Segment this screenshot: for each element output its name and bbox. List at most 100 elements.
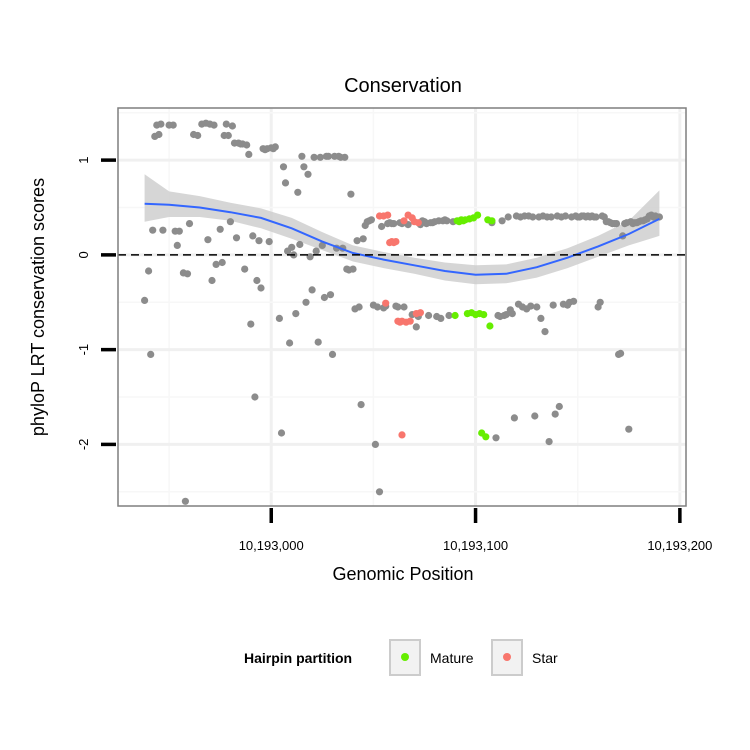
point-other — [596, 298, 604, 306]
legend-key-star — [491, 639, 523, 676]
point-other — [367, 216, 375, 224]
point-other — [183, 270, 192, 278]
point-other — [320, 293, 328, 302]
point-other — [328, 350, 337, 358]
point-other — [141, 296, 149, 304]
point-other — [375, 488, 384, 496]
point-other — [294, 188, 302, 196]
legend: Hairpin partition Mature Star — [244, 639, 558, 676]
point-other — [551, 410, 559, 418]
point-other — [241, 265, 249, 273]
point-other — [145, 267, 153, 275]
point-other — [308, 286, 316, 294]
legend-title: Hairpin partition — [244, 650, 352, 666]
point-other — [253, 276, 261, 285]
point-other — [570, 297, 578, 305]
point-other — [371, 440, 379, 448]
point-other — [157, 120, 165, 128]
point-other — [508, 310, 516, 318]
point-other — [149, 226, 157, 234]
point-other — [226, 218, 234, 226]
point-other — [359, 235, 367, 243]
point-other — [316, 153, 324, 161]
point-other — [625, 425, 633, 433]
point-other — [306, 253, 314, 261]
point-other — [265, 238, 273, 246]
point-mature — [488, 217, 496, 225]
point-other — [302, 298, 310, 306]
point-star — [414, 219, 422, 227]
point-other — [592, 213, 600, 221]
point-star — [400, 217, 408, 225]
point-other — [443, 217, 451, 225]
smooth-line — [144, 202, 660, 276]
gridlines — [118, 108, 686, 506]
point-other — [529, 213, 537, 221]
point-other — [247, 320, 255, 328]
legend-swatch-star — [503, 653, 511, 661]
point-other — [492, 434, 500, 442]
point-other — [318, 241, 326, 249]
point-other — [312, 247, 320, 255]
smooth-line-layer — [144, 202, 660, 276]
point-other — [218, 258, 226, 267]
point-other — [355, 303, 363, 311]
point-other — [326, 291, 335, 299]
point-other — [208, 276, 216, 285]
point-other — [445, 311, 453, 320]
point-other — [286, 339, 294, 347]
point-other — [314, 338, 322, 346]
point-mature — [451, 311, 459, 320]
legend-label-star: Star — [532, 650, 558, 666]
point-other — [243, 141, 251, 149]
point-star — [416, 309, 424, 317]
point-other — [275, 314, 283, 322]
point-other — [324, 152, 332, 160]
point-other — [257, 284, 265, 292]
point-other — [347, 190, 355, 198]
point-other — [533, 303, 541, 311]
point-other — [277, 429, 286, 437]
chart-title: Conservation — [344, 75, 462, 97]
point-mature — [482, 433, 490, 441]
point-other — [545, 438, 553, 446]
point-other — [437, 314, 445, 322]
point-other — [394, 303, 402, 311]
point-other — [232, 234, 241, 242]
y-axis-label: phyloP LRT conservation scores — [28, 178, 48, 436]
point-mature — [486, 322, 494, 330]
point-other — [547, 213, 555, 221]
point-other — [228, 122, 236, 130]
series-star — [375, 211, 424, 439]
point-other — [310, 153, 318, 161]
point-other — [251, 393, 259, 401]
point-other — [531, 412, 539, 420]
point-mature — [474, 211, 482, 219]
point-other — [555, 402, 563, 411]
point-other — [292, 310, 300, 318]
point-other — [541, 328, 549, 336]
point-other — [245, 150, 253, 158]
point-other — [502, 311, 510, 319]
point-star — [392, 238, 400, 246]
point-other — [373, 303, 382, 311]
point-other — [210, 121, 218, 129]
point-other — [204, 236, 212, 244]
point-other — [222, 120, 230, 128]
point-star — [398, 431, 406, 439]
point-other — [216, 225, 224, 233]
point-other — [194, 131, 202, 140]
y-tick-label: 1 — [76, 157, 91, 164]
y-axis: 1 0 -1 -2 — [76, 157, 116, 450]
point-other — [279, 163, 288, 171]
point-other — [298, 152, 306, 160]
point-star — [382, 299, 390, 307]
point-other — [181, 497, 189, 505]
point-other — [412, 323, 420, 331]
point-other — [212, 260, 220, 268]
point-other — [341, 153, 349, 161]
legend-swatch-mature — [401, 653, 409, 661]
y-tick-label: -1 — [76, 344, 91, 356]
